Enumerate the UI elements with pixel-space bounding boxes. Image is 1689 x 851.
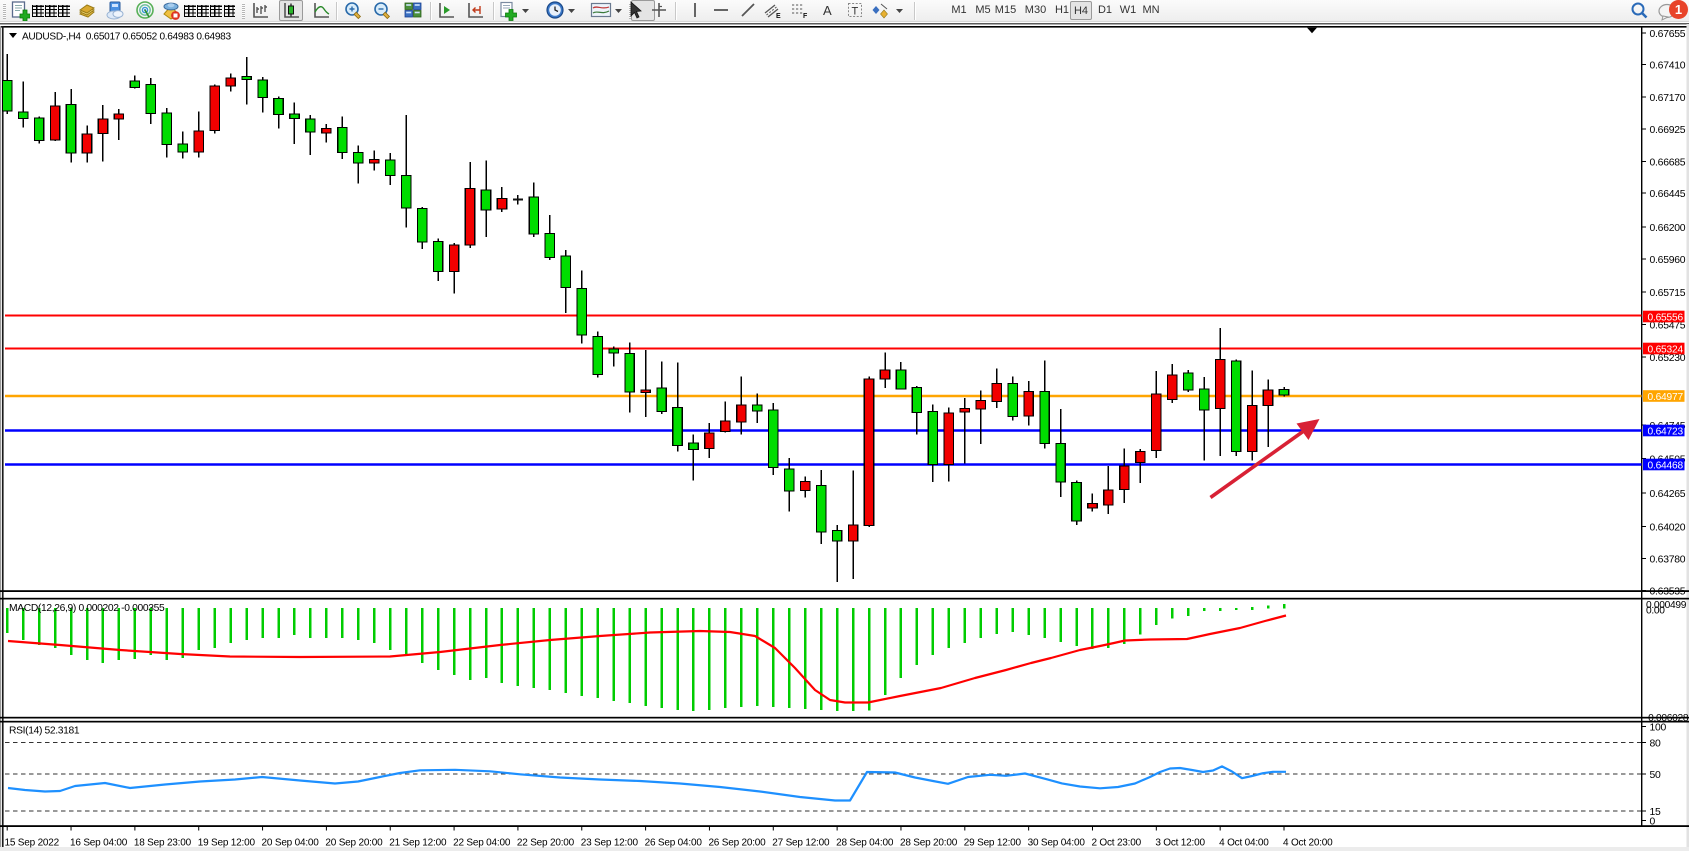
svg-text:4 Oct 20:00: 4 Oct 20:00 bbox=[1283, 838, 1333, 849]
svg-text:2 Oct 23:00: 2 Oct 23:00 bbox=[1091, 838, 1141, 849]
svg-text:0.67655: 0.67655 bbox=[1650, 29, 1686, 40]
svg-text:0.67170: 0.67170 bbox=[1650, 93, 1686, 104]
svg-text:26 Sep 04:00: 26 Sep 04:00 bbox=[645, 838, 703, 849]
svg-text:0.65715: 0.65715 bbox=[1650, 288, 1686, 299]
svg-text:0.64020: 0.64020 bbox=[1650, 523, 1686, 534]
svg-text:15 Sep 2022: 15 Sep 2022 bbox=[5, 838, 60, 849]
svg-text:21 Sep 12:00: 21 Sep 12:00 bbox=[389, 838, 447, 849]
svg-text:26 Sep 20:00: 26 Sep 20:00 bbox=[708, 838, 766, 849]
svg-text:0.65960: 0.65960 bbox=[1650, 255, 1686, 266]
svg-text:100: 100 bbox=[1650, 723, 1667, 734]
svg-text:22 Sep 04:00: 22 Sep 04:00 bbox=[453, 838, 511, 849]
svg-text:0.00: 0.00 bbox=[1646, 606, 1665, 617]
svg-text:0.65475: 0.65475 bbox=[1650, 321, 1686, 332]
svg-text:27 Sep 12:00: 27 Sep 12:00 bbox=[772, 838, 830, 849]
svg-text:16 Sep 04:00: 16 Sep 04:00 bbox=[70, 838, 128, 849]
svg-text:0.63535: 0.63535 bbox=[1650, 587, 1686, 598]
svg-text:30 Sep 04:00: 30 Sep 04:00 bbox=[1028, 838, 1086, 849]
svg-text:0.67410: 0.67410 bbox=[1650, 61, 1686, 72]
svg-text:0.65556: 0.65556 bbox=[1648, 313, 1684, 324]
svg-text:0.64723: 0.64723 bbox=[1648, 427, 1684, 438]
svg-text:0.66445: 0.66445 bbox=[1650, 189, 1686, 200]
svg-text:50: 50 bbox=[1650, 770, 1662, 781]
svg-text:0.66925: 0.66925 bbox=[1650, 125, 1686, 136]
svg-text:20 Sep 20:00: 20 Sep 20:00 bbox=[325, 838, 383, 849]
svg-text:0.63780: 0.63780 bbox=[1650, 555, 1686, 566]
svg-text:28 Sep 20:00: 28 Sep 20:00 bbox=[900, 838, 958, 849]
svg-text:3 Oct 12:00: 3 Oct 12:00 bbox=[1155, 838, 1205, 849]
svg-text:80: 80 bbox=[1650, 739, 1662, 750]
svg-text:0.64977: 0.64977 bbox=[1648, 392, 1684, 403]
svg-text:0.64265: 0.64265 bbox=[1650, 489, 1686, 500]
svg-text:0.64468: 0.64468 bbox=[1648, 461, 1684, 472]
svg-text:0.66685: 0.66685 bbox=[1650, 158, 1686, 169]
svg-text:23 Sep 12:00: 23 Sep 12:00 bbox=[581, 838, 639, 849]
svg-text:-0.006028: -0.006028 bbox=[1645, 713, 1689, 724]
svg-text:T: T bbox=[852, 6, 859, 18]
svg-text:15: 15 bbox=[1650, 807, 1662, 818]
svg-text:4 Oct 04:00: 4 Oct 04:00 bbox=[1219, 838, 1269, 849]
svg-text:29 Sep 12:00: 29 Sep 12:00 bbox=[964, 838, 1022, 849]
svg-text:0.000499: 0.000499 bbox=[1646, 600, 1687, 611]
svg-text:28 Sep 04:00: 28 Sep 04:00 bbox=[836, 838, 894, 849]
svg-text:AUDUSD-,H4 0.65017 0.65052 0.: AUDUSD-,H4 0.65017 0.65052 0.64983 0.649… bbox=[22, 32, 231, 43]
svg-text:0.66200: 0.66200 bbox=[1650, 223, 1686, 234]
svg-text:0.65230: 0.65230 bbox=[1650, 353, 1686, 364]
svg-text:E: E bbox=[776, 13, 781, 20]
svg-text:18 Sep 23:00: 18 Sep 23:00 bbox=[134, 838, 192, 849]
svg-text:22 Sep 20:00: 22 Sep 20:00 bbox=[517, 838, 575, 849]
svg-text:20 Sep 04:00: 20 Sep 04:00 bbox=[262, 838, 320, 849]
svg-text:A: A bbox=[823, 3, 832, 18]
svg-text:19 Sep 12:00: 19 Sep 12:00 bbox=[198, 838, 256, 849]
svg-text:RSI(14) 52.3181: RSI(14) 52.3181 bbox=[9, 726, 80, 737]
svg-text:MACD(12,26,9) 0.000202 -0.0003: MACD(12,26,9) 0.000202 -0.000355 bbox=[9, 603, 165, 614]
svg-text:F: F bbox=[803, 13, 808, 20]
svg-text:0.65324: 0.65324 bbox=[1648, 345, 1684, 356]
svg-text:0: 0 bbox=[1650, 817, 1656, 828]
